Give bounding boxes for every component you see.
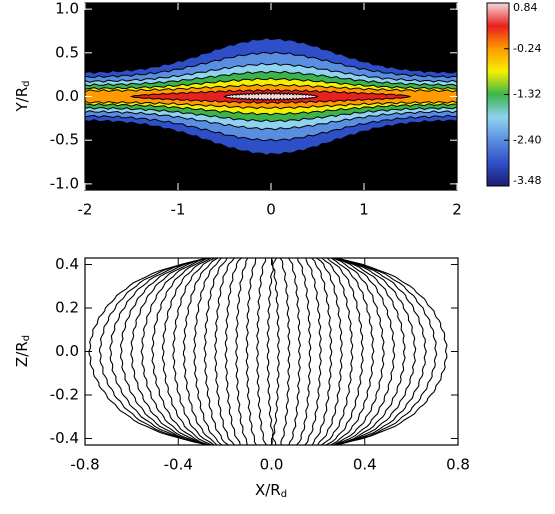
colorbar-tick-label: -1.32 — [513, 88, 541, 101]
x-tick-label: 1 — [359, 201, 369, 219]
contour-line — [172, 257, 216, 446]
contour-line — [332, 257, 385, 446]
contour-line — [130, 257, 207, 446]
contour-line — [151, 257, 210, 446]
y-axis-label: Y/Rd — [13, 81, 33, 113]
contour-line — [304, 257, 322, 446]
contour-line — [224, 257, 242, 446]
contour-line — [321, 257, 354, 446]
x-tick-label: 0.4 — [353, 456, 377, 474]
contour-line — [270, 257, 280, 446]
x-axis-label: X/Rd — [255, 481, 287, 501]
contour-line — [193, 257, 223, 446]
contour-line — [119, 257, 208, 446]
contour-line — [235, 257, 249, 446]
y-tick-label: 0.0 — [55, 342, 79, 360]
contour-line — [337, 257, 427, 446]
contour-line — [245, 257, 257, 446]
contour-line — [203, 257, 229, 446]
contour-line — [140, 257, 207, 446]
contour-line — [333, 257, 396, 446]
y-tick-label: -0.2 — [50, 385, 79, 403]
y-tick-label: -1.0 — [50, 174, 79, 192]
x-tick-label: -0.4 — [164, 456, 193, 474]
contour-line — [332, 257, 448, 446]
contour-line — [330, 257, 375, 446]
colorbar-tick-label: -2.40 — [513, 133, 541, 146]
colorbar-tick-label: 0.84 — [513, 1, 538, 14]
contour-line — [296, 257, 312, 446]
contour-line — [266, 257, 277, 446]
y-tick-label: 0.0 — [55, 87, 79, 105]
contour-line — [311, 257, 333, 446]
colorbar-tick-label: -0.24 — [513, 42, 541, 55]
x-tick-label: -2 — [78, 201, 93, 219]
contour-line — [182, 257, 219, 446]
x-tick-label: 0 — [266, 201, 276, 219]
y-tick-label: 0.5 — [55, 43, 79, 61]
contour-line — [335, 257, 438, 446]
y-tick-label: -0.4 — [50, 429, 79, 447]
x-tick-label: 0.8 — [446, 456, 470, 474]
contour-line — [335, 257, 406, 446]
contour-line — [214, 257, 235, 446]
contour-line — [325, 257, 364, 446]
y-tick-label: 0.2 — [55, 299, 79, 317]
colorbar-tick-label: -3.48 — [513, 174, 541, 187]
contour-line — [109, 257, 208, 446]
x-tick-label: -0.8 — [70, 456, 99, 474]
contour-line — [98, 257, 209, 446]
y-axis-label: Z/Rd — [13, 335, 33, 367]
y-tick-label: 1.0 — [55, 0, 79, 18]
contour-line — [279, 257, 291, 446]
contour-line — [316, 257, 343, 446]
y-tick-label: -0.5 — [50, 131, 79, 149]
contour-line — [161, 257, 213, 446]
contour-line — [336, 257, 417, 446]
contour-line — [256, 258, 268, 446]
y-tick-label: 0.4 — [55, 255, 79, 273]
x-tick-label: -1 — [171, 201, 186, 219]
contour-band — [223, 91, 319, 102]
x-tick-label: 2 — [452, 201, 462, 219]
x-tick-label: 0.0 — [260, 456, 284, 474]
contour-line — [288, 257, 301, 446]
